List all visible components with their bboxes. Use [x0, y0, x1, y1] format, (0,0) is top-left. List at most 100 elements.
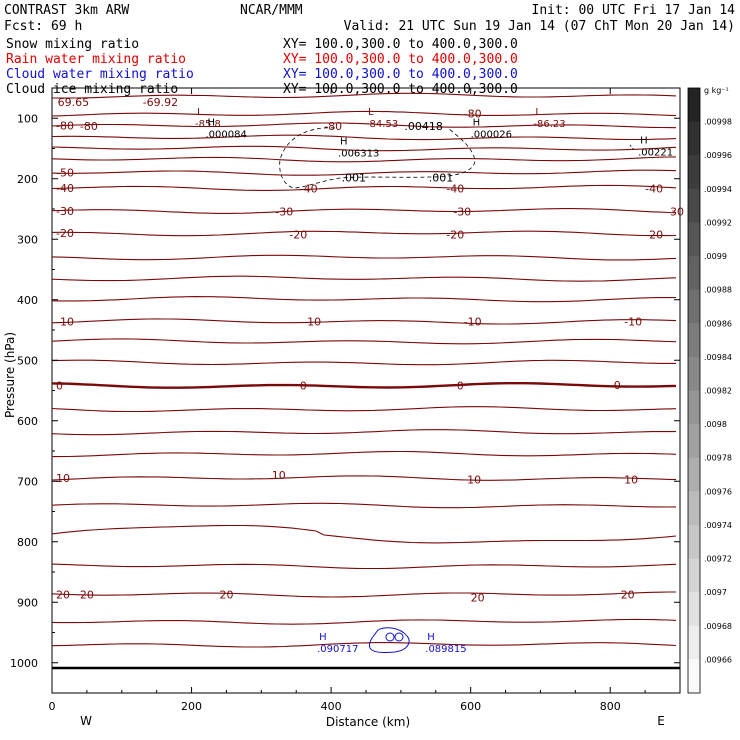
colorbar-tick-label: .00998	[704, 118, 732, 127]
field-name: Cloud water mixing ratio	[6, 67, 194, 82]
y-tick-label: 700	[17, 475, 38, 488]
contour-label: .001	[429, 172, 454, 185]
x-tick-label: 400	[321, 700, 342, 713]
cloud-ice-contour-small	[629, 144, 635, 151]
extremum-value: .089815	[425, 644, 466, 655]
isotherm-line	[51, 338, 677, 345]
extremum-value: -85.8	[195, 119, 221, 130]
x-tick-label: 200	[181, 700, 202, 713]
x-tick-label: 800	[600, 700, 621, 713]
isotherm-line	[51, 156, 677, 163]
colorbar-tick-label: .00988	[704, 286, 732, 295]
colorbar: .00998 .00996 .00994 .00992 .0099 .00988 .0098…	[687, 87, 732, 694]
contour-label: 20	[471, 591, 485, 604]
isotherm-line	[51, 254, 677, 261]
colorbar-swatch	[688, 323, 700, 358]
contour-label: -80	[324, 120, 342, 133]
colorbar-tick-label: .00972	[704, 555, 732, 564]
cloud-water-contour-inner-left	[385, 632, 395, 642]
forecast-hour: Fcst: 69 h	[4, 19, 82, 34]
y-tick-label: 1000	[10, 657, 38, 670]
isotherm-line	[51, 169, 677, 176]
contour-label: 69.65	[58, 96, 90, 109]
colorbar-tick-label: .0097	[704, 588, 727, 597]
colorbar-tick-label: .00994	[704, 185, 732, 194]
isotherm-line	[51, 429, 677, 436]
extremum-value: .006313	[338, 149, 379, 160]
colorbar-tick-label: .00974	[704, 521, 732, 530]
isotherm-line	[51, 145, 677, 152]
field-xy-range: XY= 100.0,300.0 to 400.0,300.0	[283, 67, 518, 82]
contour-label: 0	[457, 380, 464, 393]
y-tick-label: 600	[17, 415, 38, 428]
cloud-ice-contour	[279, 127, 476, 189]
colorbar-unit: g kg⁻¹	[704, 86, 729, 95]
y-tick-label: 200	[17, 173, 38, 186]
contour-label: 0	[300, 380, 307, 393]
extremum-marker: L	[535, 107, 541, 118]
extremum-value: .000084	[205, 129, 246, 140]
isotherm-line	[51, 406, 677, 413]
field-list: Snow mixing ratio XY= 100.0,300.0 to 400.…	[6, 37, 518, 97]
init-time: Init: 00 UTC Fri 17 Jan 14	[532, 3, 736, 18]
extremum-marker: H	[427, 632, 435, 643]
field-name: Cloud ice mixing ratio	[6, 82, 178, 97]
colorbar-tick-label: .00984	[704, 353, 732, 362]
colorbar-tick-label: .0098	[704, 420, 727, 429]
contour-label: .001	[342, 172, 367, 185]
extremum-marker: H	[340, 137, 348, 148]
colorbar-swatch	[688, 491, 700, 526]
isotherm-line	[51, 110, 677, 117]
isotherm-left-label: -30	[56, 205, 74, 218]
y-tick-label: 500	[17, 354, 38, 367]
colorbar-swatch	[688, 121, 700, 156]
colorbar-tick-label: .00986	[704, 319, 732, 328]
isotherm-left-label: -40	[56, 182, 74, 195]
extremum-value: .090717	[317, 644, 358, 655]
isotherm-line	[51, 642, 677, 648]
colorbar-tick-label: .00996	[704, 151, 732, 160]
contour-label: -10	[624, 316, 642, 329]
isotherm-line	[51, 382, 677, 389]
isotherm-line	[51, 184, 677, 191]
colorbar-swatch	[688, 625, 700, 660]
contour-label: 20	[219, 588, 233, 601]
contour-label: .00418	[404, 120, 443, 133]
contour-label: -10	[303, 316, 321, 329]
isotherm-left-label: -80	[56, 120, 74, 133]
extremum-marker: L	[197, 107, 203, 118]
contour-label: -80	[80, 120, 98, 133]
isotherm-left-label: -20	[56, 227, 74, 240]
colorbar-swatch	[688, 88, 700, 123]
colorbar-swatch	[688, 222, 700, 257]
contour-label: -40	[300, 182, 318, 195]
isotherm-line	[51, 524, 677, 544]
contour-label: -80	[464, 107, 482, 120]
colorbar-tick-label: .00992	[704, 218, 732, 227]
extrema-labels: L-85.8L-84.53L-86.23H.000084H.006313H.00…	[195, 107, 673, 655]
contour-label: 10	[272, 469, 286, 482]
east-label: E	[657, 714, 665, 728]
extremum-marker: L	[368, 107, 374, 118]
x-tick-label: 0	[49, 700, 56, 713]
isotherm-line	[51, 296, 677, 303]
isotherm-line	[51, 92, 677, 99]
isotherm-line	[51, 230, 677, 237]
center-title: NCAR/MMM	[240, 3, 303, 18]
colorbar-swatch	[688, 289, 700, 324]
isotherm-line	[51, 134, 677, 141]
colorbar-tick-label: .00976	[704, 487, 732, 496]
extremum-value: -86.23	[533, 119, 565, 130]
contour-label: -20	[446, 228, 464, 241]
isotherm-line	[52, 450, 677, 458]
contour-label: -30	[275, 205, 293, 218]
isotherm-contours	[51, 92, 680, 670]
colorbar-tick-label: .00966	[704, 655, 732, 664]
isotherm-left-label: -50	[56, 167, 74, 180]
colorbar-swatch	[688, 558, 700, 593]
isotherm-left-label: 20	[56, 588, 70, 601]
colorbar-frame	[687, 87, 701, 694]
isotherm-line	[51, 502, 677, 509]
field-xy-range: XY= 100.0,300.0 to 400.0,300.0	[283, 52, 518, 67]
